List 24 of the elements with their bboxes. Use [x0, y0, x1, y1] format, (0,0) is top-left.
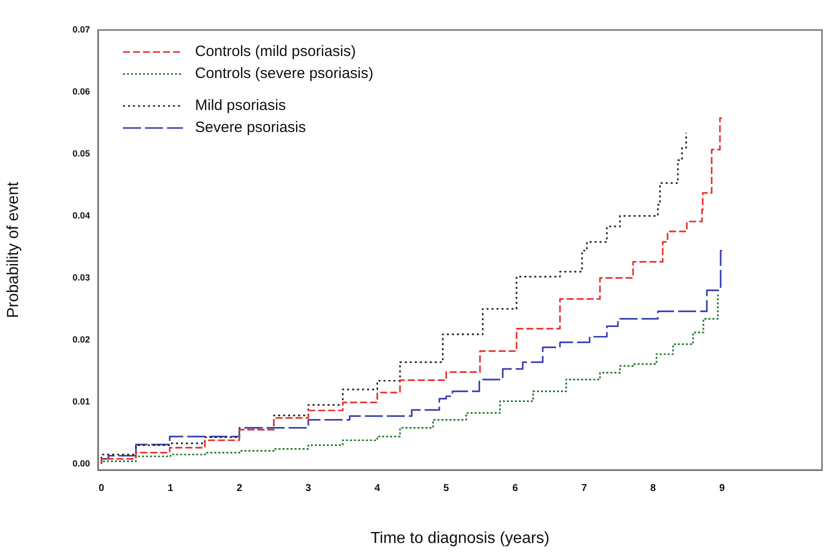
legend-label: Controls (severe psoriasis): [195, 65, 374, 82]
x-tick-label: 3: [306, 482, 312, 494]
x-tick-label: 4: [374, 482, 380, 494]
y-tick-label: 0.02: [72, 334, 90, 344]
y-tick-label: 0.04: [72, 210, 90, 220]
y-tick-label: 0.06: [72, 86, 90, 96]
x-tick-label: 0: [98, 482, 105, 494]
x-tick-label: 9: [719, 482, 726, 494]
x-tick-label: 6: [512, 482, 518, 494]
legend-label: Controls (mild psoriasis): [195, 43, 356, 60]
y-tick-label: 0.07: [72, 24, 90, 34]
y-axis-title: Probability of event: [5, 181, 22, 318]
y-tick-label: 0.05: [72, 148, 90, 158]
legend-label: Severe psoriasis: [195, 119, 306, 136]
x-tick-label: 1: [168, 482, 174, 494]
x-tick-label: 2: [236, 482, 243, 494]
y-tick-label: 0.01: [72, 396, 90, 406]
x-axis-title: Time to diagnosis (years): [370, 530, 550, 547]
y-tick-label: 0.03: [72, 272, 90, 282]
y-tick-label: 0.00: [72, 458, 90, 468]
x-tick-label: 8: [650, 482, 656, 494]
x-tick-label: 7: [581, 482, 588, 494]
legend-label: Mild psoriasis: [195, 97, 286, 114]
x-tick-label: 5: [443, 482, 450, 494]
